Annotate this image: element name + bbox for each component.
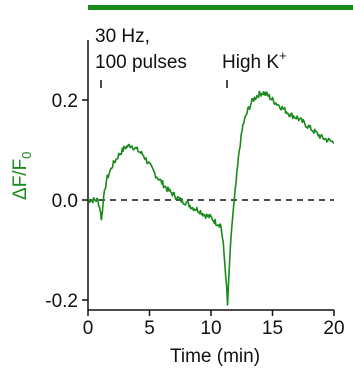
annotation-highk-label: High K+ (222, 48, 287, 73)
y-tick-label: -0.2 (45, 291, 78, 312)
series-line (87, 90, 335, 306)
x-tick-label: 20 (323, 318, 344, 339)
top-bar (88, 5, 353, 10)
x-tick-label: 5 (144, 318, 155, 339)
annotation-stim-line2: 100 pulses (95, 52, 187, 73)
annotation-highk-text: High K (222, 52, 279, 73)
x-axis-title: Time (min) (170, 346, 260, 367)
x-tick-label: 0 (83, 318, 94, 339)
annotation-stim-line1: 30 Hz, (95, 26, 150, 47)
y-axis: 0.2 0.0 -0.2 (45, 40, 89, 312)
y-axis-title-subscript: 0 (19, 152, 34, 159)
y-axis-title-main: ΔF/F (10, 159, 31, 200)
y-tick-label: 0.2 (52, 91, 78, 112)
y-axis-title: ΔF/F0 (10, 152, 34, 200)
x-axis: 0 5 10 15 20 (83, 309, 345, 339)
x-tick-label: 15 (262, 318, 283, 339)
series-group (87, 90, 335, 306)
x-tick-label: 10 (200, 318, 221, 339)
y-tick-label: 0.0 (52, 191, 78, 212)
annotation-highk-superscript: + (279, 48, 287, 63)
